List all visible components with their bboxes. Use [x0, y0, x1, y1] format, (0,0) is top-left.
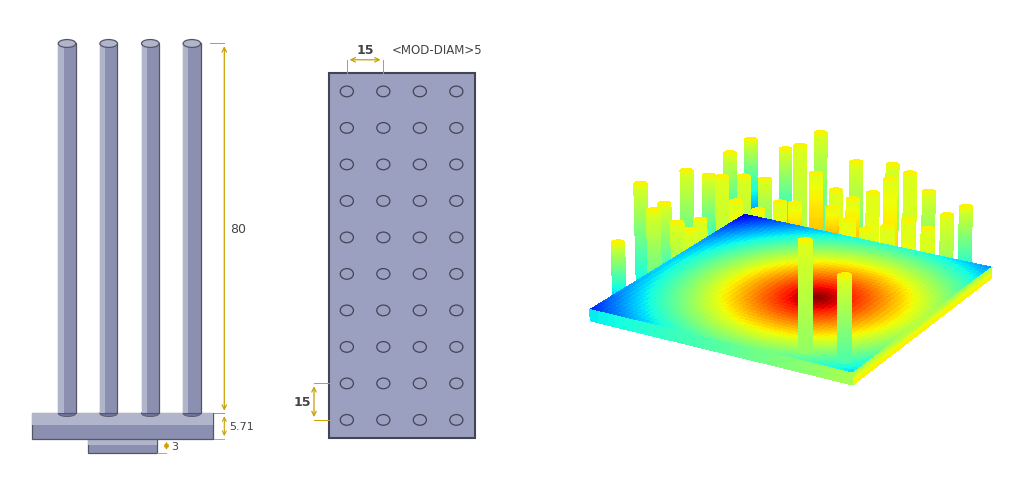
Ellipse shape: [450, 415, 463, 426]
Ellipse shape: [377, 269, 390, 280]
Ellipse shape: [377, 123, 390, 134]
Ellipse shape: [58, 410, 76, 417]
Ellipse shape: [377, 415, 390, 426]
Bar: [70, 44, 76, 414]
Ellipse shape: [100, 41, 118, 48]
Ellipse shape: [183, 410, 201, 417]
Ellipse shape: [414, 87, 426, 98]
Ellipse shape: [58, 41, 76, 48]
Ellipse shape: [340, 196, 353, 207]
Ellipse shape: [414, 233, 426, 244]
Bar: [195, 44, 201, 414]
Bar: [329, 74, 474, 438]
Text: 80: 80: [229, 223, 246, 236]
Ellipse shape: [450, 233, 463, 244]
Ellipse shape: [340, 342, 353, 352]
Ellipse shape: [340, 269, 353, 280]
Ellipse shape: [377, 378, 390, 389]
Ellipse shape: [141, 410, 159, 417]
Bar: [112, 44, 118, 414]
Ellipse shape: [450, 342, 463, 352]
Ellipse shape: [450, 87, 463, 98]
Ellipse shape: [450, 196, 463, 207]
Ellipse shape: [414, 342, 426, 352]
Ellipse shape: [414, 415, 426, 426]
Ellipse shape: [450, 378, 463, 389]
Ellipse shape: [340, 415, 353, 426]
Ellipse shape: [414, 269, 426, 280]
Ellipse shape: [377, 342, 390, 352]
Ellipse shape: [414, 196, 426, 207]
Bar: [141, 44, 159, 414]
Text: 15: 15: [356, 44, 374, 57]
Bar: [88, 439, 158, 445]
Ellipse shape: [340, 378, 353, 389]
Bar: [33, 414, 213, 425]
Ellipse shape: [450, 305, 463, 316]
Text: 5.71: 5.71: [229, 421, 254, 431]
Bar: [153, 44, 159, 414]
Bar: [183, 44, 188, 414]
Ellipse shape: [414, 378, 426, 389]
Ellipse shape: [414, 123, 426, 134]
Bar: [100, 44, 118, 414]
Ellipse shape: [414, 305, 426, 316]
Ellipse shape: [414, 160, 426, 170]
Ellipse shape: [340, 87, 353, 98]
Text: 15: 15: [294, 395, 311, 408]
Bar: [100, 44, 105, 414]
Ellipse shape: [183, 41, 201, 48]
Ellipse shape: [340, 305, 353, 316]
Ellipse shape: [377, 87, 390, 98]
Ellipse shape: [340, 160, 353, 170]
Bar: [58, 44, 63, 414]
Text: <MOD-DIAM>5: <MOD-DIAM>5: [392, 44, 482, 57]
Ellipse shape: [450, 269, 463, 280]
Ellipse shape: [100, 410, 118, 417]
Text: 3: 3: [171, 441, 178, 451]
Bar: [33, 414, 213, 439]
Ellipse shape: [377, 233, 390, 244]
Bar: [88, 439, 158, 453]
Bar: [183, 44, 201, 414]
Bar: [58, 44, 76, 414]
Ellipse shape: [141, 41, 159, 48]
Bar: [141, 44, 146, 414]
Ellipse shape: [340, 123, 353, 134]
Ellipse shape: [450, 160, 463, 170]
Ellipse shape: [377, 305, 390, 316]
Ellipse shape: [340, 233, 353, 244]
Ellipse shape: [377, 196, 390, 207]
Ellipse shape: [450, 123, 463, 134]
Ellipse shape: [377, 160, 390, 170]
